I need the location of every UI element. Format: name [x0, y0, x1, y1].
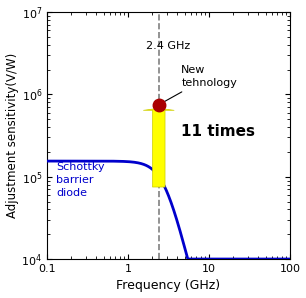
X-axis label: Frequency (GHz): Frequency (GHz) — [116, 280, 221, 292]
Text: 11 times: 11 times — [181, 125, 255, 139]
Text: New
tehnology: New tehnology — [161, 65, 237, 103]
Text: Schottky
barrier
diode: Schottky barrier diode — [56, 162, 105, 198]
Text: 2.4 GHz: 2.4 GHz — [146, 41, 190, 51]
Y-axis label: Adjustment sensitivity(V/W): Adjustment sensitivity(V/W) — [6, 53, 19, 218]
